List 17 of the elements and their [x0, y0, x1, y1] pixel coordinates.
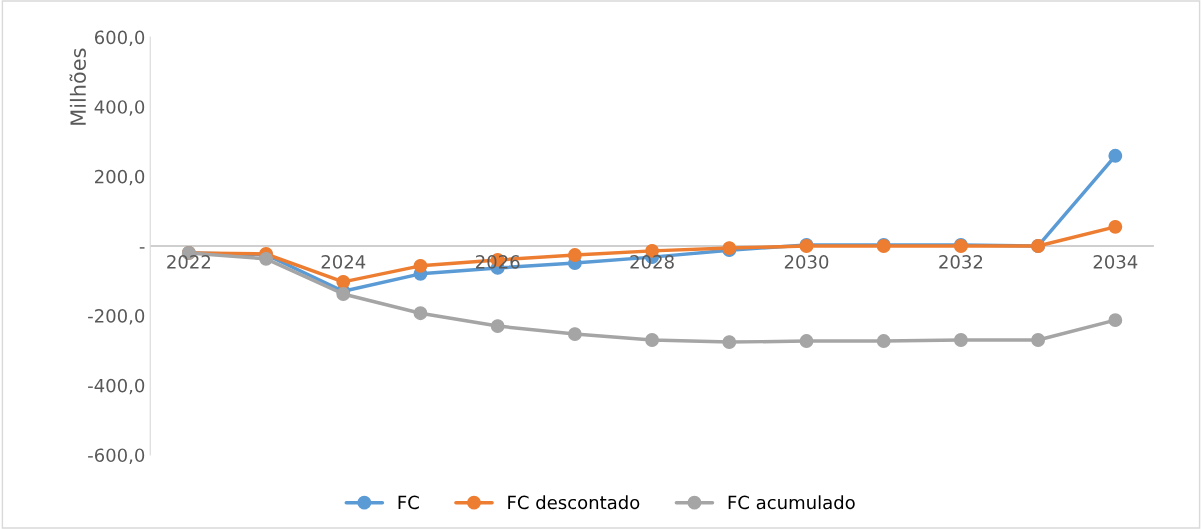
y-tick-label: 400,0	[94, 100, 145, 116]
x-tick-label: 2030	[784, 255, 829, 269]
y-tick-label: 200,0	[95, 169, 145, 186]
x-tick-label: 2028	[630, 255, 674, 269]
x-tick-label: 2022	[167, 255, 211, 269]
y-tick-label: -600,0	[88, 448, 145, 464]
y-tick-label: -400,0	[88, 378, 145, 395]
x-tick-label: 2024	[321, 255, 366, 269]
y-tick-label: 600,0	[94, 30, 145, 46]
x-tick-label: 2032	[939, 255, 983, 269]
y-tick-label: -200,0	[88, 309, 145, 325]
legend-label: FC	[398, 495, 419, 510]
x-tick-label: 2034	[1093, 255, 1138, 269]
y-axis-title: Milhões	[69, 48, 86, 125]
y-tick-label: -	[139, 247, 145, 249]
legend-label: FC descontado	[508, 495, 640, 510]
legend-label: FC acumulado	[728, 495, 855, 510]
